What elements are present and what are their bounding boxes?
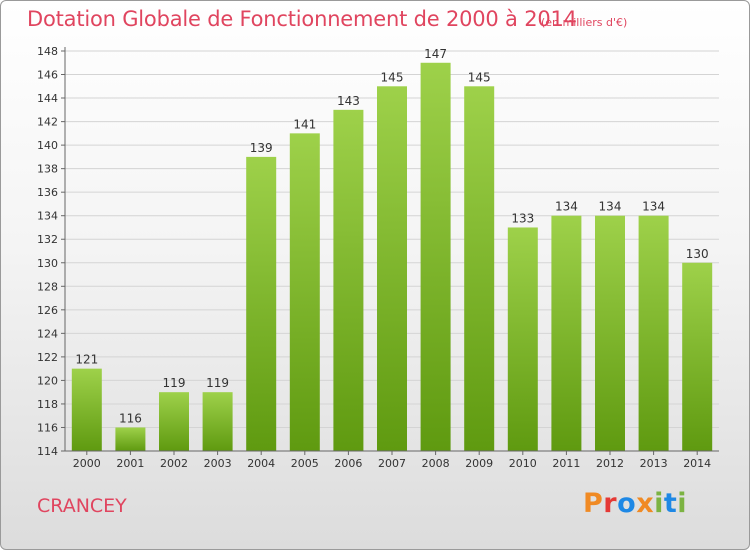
bar	[115, 427, 146, 451]
data-label: 119	[206, 376, 229, 390]
bar	[289, 133, 320, 451]
chart-title: Dotation Globale de Fonctionnement de 20…	[27, 7, 577, 31]
bar	[420, 62, 451, 451]
x-tick-label: 2010	[509, 457, 537, 470]
x-tick-label: 2003	[204, 457, 232, 470]
x-tick-label: 2013	[640, 457, 668, 470]
unit-label: (en milliers d'€)	[541, 16, 628, 29]
data-label: 130	[686, 247, 709, 261]
y-tick-label: 126	[37, 304, 58, 317]
y-tick-label: 122	[37, 351, 58, 364]
logo-letter: r	[603, 488, 618, 519]
commune-name: CRANCEY	[37, 495, 127, 517]
x-tick-label: 2004	[247, 457, 275, 470]
data-label: 121	[75, 353, 98, 367]
bar	[595, 215, 625, 451]
bar	[333, 109, 364, 451]
x-tick-label: 2009	[465, 457, 493, 470]
data-label: 143	[337, 94, 360, 108]
bar	[159, 392, 189, 451]
x-tick-label: 2014	[683, 457, 711, 470]
x-tick-label: 2008	[422, 457, 450, 470]
axes: 114 116 118 120 122 124 126 128 130 132 134 136 138 1…	[37, 45, 719, 470]
y-tick-label: 116	[37, 421, 58, 434]
data-label: 134	[555, 200, 578, 214]
logo-letter: t	[663, 488, 678, 519]
y-tick-label: 146	[37, 69, 58, 82]
y-tick-label: 140	[37, 139, 58, 152]
data-label: 139	[250, 141, 273, 155]
x-tick-label: 2001	[116, 457, 144, 470]
bar	[464, 86, 495, 451]
y-tick-label: 118	[37, 398, 58, 411]
bars: 121 116 119 119 139 141 143 145 147 145 133 134 134 1…	[71, 47, 713, 451]
bar	[507, 227, 538, 451]
data-label: 134	[642, 200, 665, 214]
bar	[638, 215, 669, 451]
y-tick-label: 114	[37, 445, 58, 458]
y-tick-label: 144	[37, 92, 58, 105]
y-tick-label: 136	[37, 186, 58, 199]
data-label: 119	[163, 376, 186, 390]
bar	[202, 392, 233, 451]
x-tick-label: 2011	[552, 457, 580, 470]
logo-letter: i	[654, 488, 664, 519]
logo-letter: o	[617, 488, 637, 519]
y-tick-label: 120	[37, 374, 58, 387]
y-tick-label: 142	[37, 116, 58, 129]
logo-letter: P	[583, 488, 604, 519]
y-tick-label: 124	[37, 327, 58, 340]
logo-letter: x	[636, 488, 655, 519]
x-tick-label: 2012	[596, 457, 624, 470]
proxiti-logo: Proxiti	[583, 488, 687, 519]
data-label: 145	[381, 70, 404, 84]
y-tick-label: 134	[37, 210, 58, 223]
y-tick-label: 148	[37, 45, 58, 58]
y-tick-label: 128	[37, 280, 58, 293]
x-tick-label: 2000	[73, 457, 101, 470]
data-label: 133	[511, 211, 534, 225]
data-label: 141	[293, 117, 316, 131]
x-tick-label: 2002	[160, 457, 188, 470]
x-tick-label: 2005	[291, 457, 319, 470]
bar	[377, 86, 407, 451]
y-tick-label: 130	[37, 257, 58, 270]
x-tick-label: 2007	[378, 457, 406, 470]
bar	[246, 156, 277, 451]
logo-letter: i	[677, 488, 688, 519]
y-tick-label: 132	[37, 233, 58, 246]
bar	[71, 368, 102, 451]
data-label: 147	[424, 47, 447, 61]
bar	[682, 262, 713, 451]
y-tick-label: 138	[37, 163, 58, 176]
x-tick-label: 2006	[334, 457, 362, 470]
bar	[551, 215, 582, 451]
data-label: 116	[119, 411, 142, 425]
data-label: 134	[599, 200, 622, 214]
data-label: 145	[468, 70, 491, 84]
